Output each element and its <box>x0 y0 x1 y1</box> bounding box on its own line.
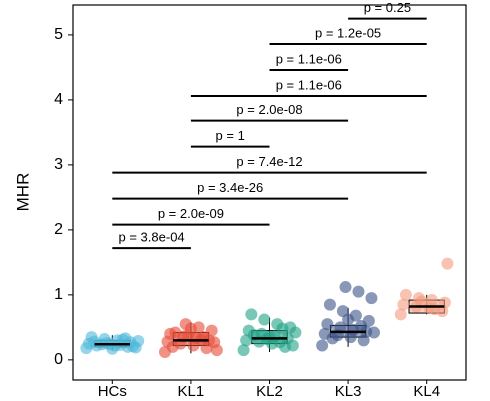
p-value-label: p = 2.0e-09 <box>158 206 224 221</box>
data-point <box>394 308 407 321</box>
data-point <box>355 320 368 333</box>
data-point <box>342 313 355 326</box>
data-point <box>399 288 412 301</box>
p-value-label: p = 2.0e-08 <box>236 102 302 117</box>
y-tick-label: 0 <box>54 351 63 368</box>
y-tick-label: 1 <box>54 286 63 303</box>
data-point <box>286 339 299 352</box>
data-point <box>245 308 258 321</box>
data-point <box>166 340 179 353</box>
p-value-label: p = 0.25 <box>364 0 411 15</box>
p-value-label: p = 3.8e-04 <box>119 230 185 245</box>
p-value-label: p = 3.4e-26 <box>197 180 263 195</box>
data-point <box>323 298 336 311</box>
p-value-label: p = 7.4e-12 <box>236 154 302 169</box>
p-value-label: p = 1.2e-05 <box>315 25 381 40</box>
data-point <box>119 332 132 345</box>
p-value-label: p = 1.1e-06 <box>276 77 342 92</box>
data-point <box>258 313 271 326</box>
data-point <box>334 321 347 334</box>
data-point <box>237 344 250 357</box>
y-tick-label: 5 <box>54 26 63 43</box>
y-tick-label: 3 <box>54 156 63 173</box>
p-value-label: p = 1.1e-06 <box>276 51 342 66</box>
plot-frame <box>72 4 467 381</box>
data-point <box>289 326 302 339</box>
data-point <box>316 339 329 352</box>
y-axis-label: MHR <box>13 173 32 212</box>
data-point <box>352 285 365 298</box>
x-tick-label: KL2 <box>256 383 283 400</box>
data-point <box>276 322 289 335</box>
x-tick-label: KL3 <box>335 383 362 400</box>
data-point <box>365 292 378 305</box>
x-tick-label: HCs <box>98 383 127 400</box>
data-point <box>90 339 103 352</box>
data-point <box>415 295 428 308</box>
data-point <box>326 332 339 345</box>
y-tick-label: 2 <box>54 221 63 238</box>
data-point <box>184 322 197 335</box>
y-tick-label: 4 <box>54 91 63 108</box>
data-point <box>441 257 454 270</box>
data-point <box>425 294 438 307</box>
data-point <box>106 342 119 355</box>
data-point <box>169 326 182 339</box>
data-point <box>263 331 276 344</box>
data-point <box>132 335 145 348</box>
data-point <box>321 318 334 331</box>
x-tick-label: KL1 <box>178 383 205 400</box>
data-point <box>210 344 223 357</box>
x-tick-label: KL4 <box>413 383 440 400</box>
data-point <box>368 326 381 339</box>
p-value-label: p = 1 <box>216 128 245 143</box>
data-point <box>428 303 441 316</box>
data-point <box>339 281 352 294</box>
data-point <box>397 298 410 311</box>
